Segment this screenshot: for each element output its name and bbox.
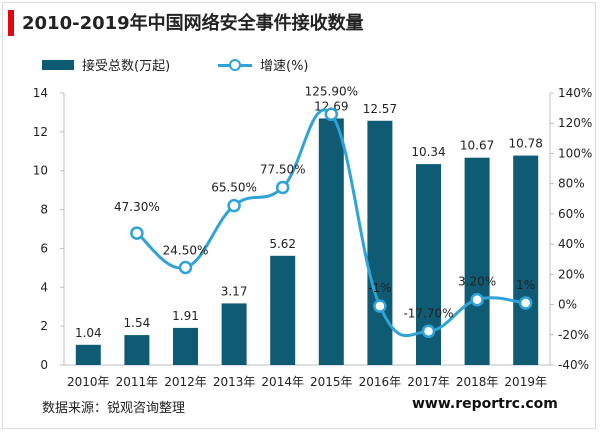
growth-marker	[373, 299, 387, 313]
y-right-tick-label: 20%	[558, 267, 585, 281]
bar-value-label: 1.04	[75, 326, 102, 340]
bar	[221, 303, 247, 365]
legend-bar-label: 接受总数(万起)	[82, 59, 171, 74]
chart-frame	[2, 2, 596, 429]
legend-line-label: 增速(%)	[260, 59, 309, 74]
growth-marker	[227, 198, 241, 213]
y-right-tick-label: -20%	[558, 328, 589, 342]
y-left-tick-label: 8	[40, 203, 48, 217]
source-note: 数据来源：锐观咨询整理	[42, 401, 186, 416]
bar-value-label: 5.62	[269, 237, 296, 251]
legend-line-swatch	[218, 58, 252, 71]
y-left-tick-label: 0	[40, 358, 48, 372]
bar-value-label: 1.91	[172, 309, 199, 323]
growth-value-label: 65.50%	[211, 181, 257, 195]
y-right-tick-label: 80%	[558, 177, 585, 191]
bar	[318, 118, 344, 365]
growth-value-label: 77.50%	[260, 162, 306, 176]
bar-value-label: 10.78	[509, 137, 543, 151]
x-tick-label: 2015年	[310, 375, 353, 389]
x-tick-label: 2018年	[456, 375, 499, 389]
bar	[513, 155, 539, 365]
bar	[124, 335, 150, 365]
y-right-tick-label: 140%	[558, 86, 592, 100]
growth-value-label: 24.50%	[163, 244, 209, 258]
chart-title: 2010-2019年中国网络安全事件接收数量	[22, 13, 364, 34]
legend: 接受总数(万起) 增速(%)	[0, 55, 600, 75]
x-tick-label: 2010年	[67, 375, 110, 389]
bar	[75, 344, 101, 365]
growth-marker	[130, 226, 144, 240]
y-left-tick-label: 2	[40, 319, 48, 333]
y-right-tick-label: 60%	[558, 207, 585, 221]
growth-marker	[421, 324, 436, 339]
legend-bar-swatch	[42, 59, 74, 70]
x-tick-label: 2013年	[213, 375, 256, 389]
x-tick-label: 2016年	[359, 375, 402, 389]
bar	[464, 157, 490, 365]
growth-marker	[324, 107, 339, 122]
y-left-tick-label: 10	[33, 164, 48, 178]
x-tick-label: 2012年	[164, 375, 207, 389]
y-left-tick-label: 12	[33, 125, 48, 139]
bar-value-label: 10.34	[411, 145, 445, 159]
x-tick-label: 2019年	[504, 375, 547, 389]
bar	[173, 327, 198, 365]
y-right-tick-label: -40%	[558, 358, 589, 372]
y-right-tick-label: 100%	[558, 146, 592, 160]
bar-value-label: 12.57	[363, 102, 397, 116]
title-accent-bar	[8, 10, 14, 36]
growth-value-label: -17.70%	[403, 306, 453, 320]
bar	[270, 255, 296, 365]
x-tick-label: 2011年	[116, 375, 159, 389]
legend-item-bar: 接受总数(万起)	[42, 55, 170, 74]
growth-value-label: 125.90%	[305, 84, 358, 98]
bar-value-label: 10.67	[460, 139, 494, 153]
y-left-tick-label: 6	[40, 241, 48, 255]
bar-value-label: 1.54	[124, 316, 151, 330]
x-tick-label: 2017年	[407, 375, 450, 389]
legend-item-line: 增速(%)	[218, 55, 309, 74]
y-right-tick-label: 120%	[558, 116, 592, 130]
y-right-tick-label: 40%	[558, 237, 585, 251]
y-left-tick-label: 14	[33, 86, 48, 100]
growth-marker	[178, 260, 193, 275]
bar	[367, 120, 393, 365]
growth-marker	[470, 292, 484, 307]
x-tick-label: 2014年	[261, 375, 304, 389]
growth-value-label: -1%	[368, 281, 391, 295]
y-left-tick-label: 4	[40, 280, 48, 294]
bar-value-label: 3.17	[221, 284, 248, 298]
growth-marker	[518, 296, 533, 310]
growth-marker	[275, 180, 290, 195]
website-watermark: www.reportrc.com	[412, 396, 558, 412]
y-right-tick-label: 0%	[558, 298, 577, 312]
growth-value-label: 1%	[516, 278, 535, 292]
growth-value-label: 3.20%	[458, 275, 496, 289]
growth-value-label: 47.30%	[114, 200, 160, 214]
